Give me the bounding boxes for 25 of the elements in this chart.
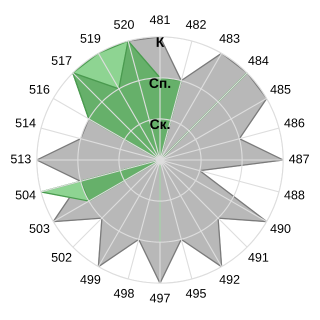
- spoke-label: 517: [52, 56, 72, 65]
- spoke-label: 486: [284, 118, 304, 128]
- spoke-label: 495: [186, 288, 206, 298]
- spoke-label: 484: [248, 56, 268, 65]
- spoke-label: 502: [52, 252, 72, 262]
- spoke-label: 516: [30, 84, 50, 94]
- spoke-label: 520: [114, 20, 134, 29]
- spoke-label: 514: [16, 118, 36, 128]
- spoke-label: 492: [219, 275, 240, 284]
- spoke-label: 519: [80, 34, 100, 43]
- spoke-label: 481: [150, 15, 170, 24]
- spoke-label: 487: [289, 154, 309, 164]
- spoke-label: 499: [80, 275, 100, 284]
- spoke-label: 491: [248, 252, 268, 262]
- spoke-label: 488: [284, 190, 304, 200]
- spoke-label: 504: [16, 190, 36, 200]
- spoke-label: 482: [186, 20, 206, 29]
- spoke-label: 483: [219, 34, 240, 43]
- spoke-label: 490: [270, 224, 290, 233]
- spoke-label: 513: [10, 154, 31, 164]
- spoke-label: 498: [114, 288, 134, 298]
- spoke-label: 503: [30, 224, 50, 233]
- y-tick-label: К: [156, 37, 164, 47]
- spoke-label: 497: [150, 294, 170, 303]
- spoke-label: 485: [270, 84, 290, 94]
